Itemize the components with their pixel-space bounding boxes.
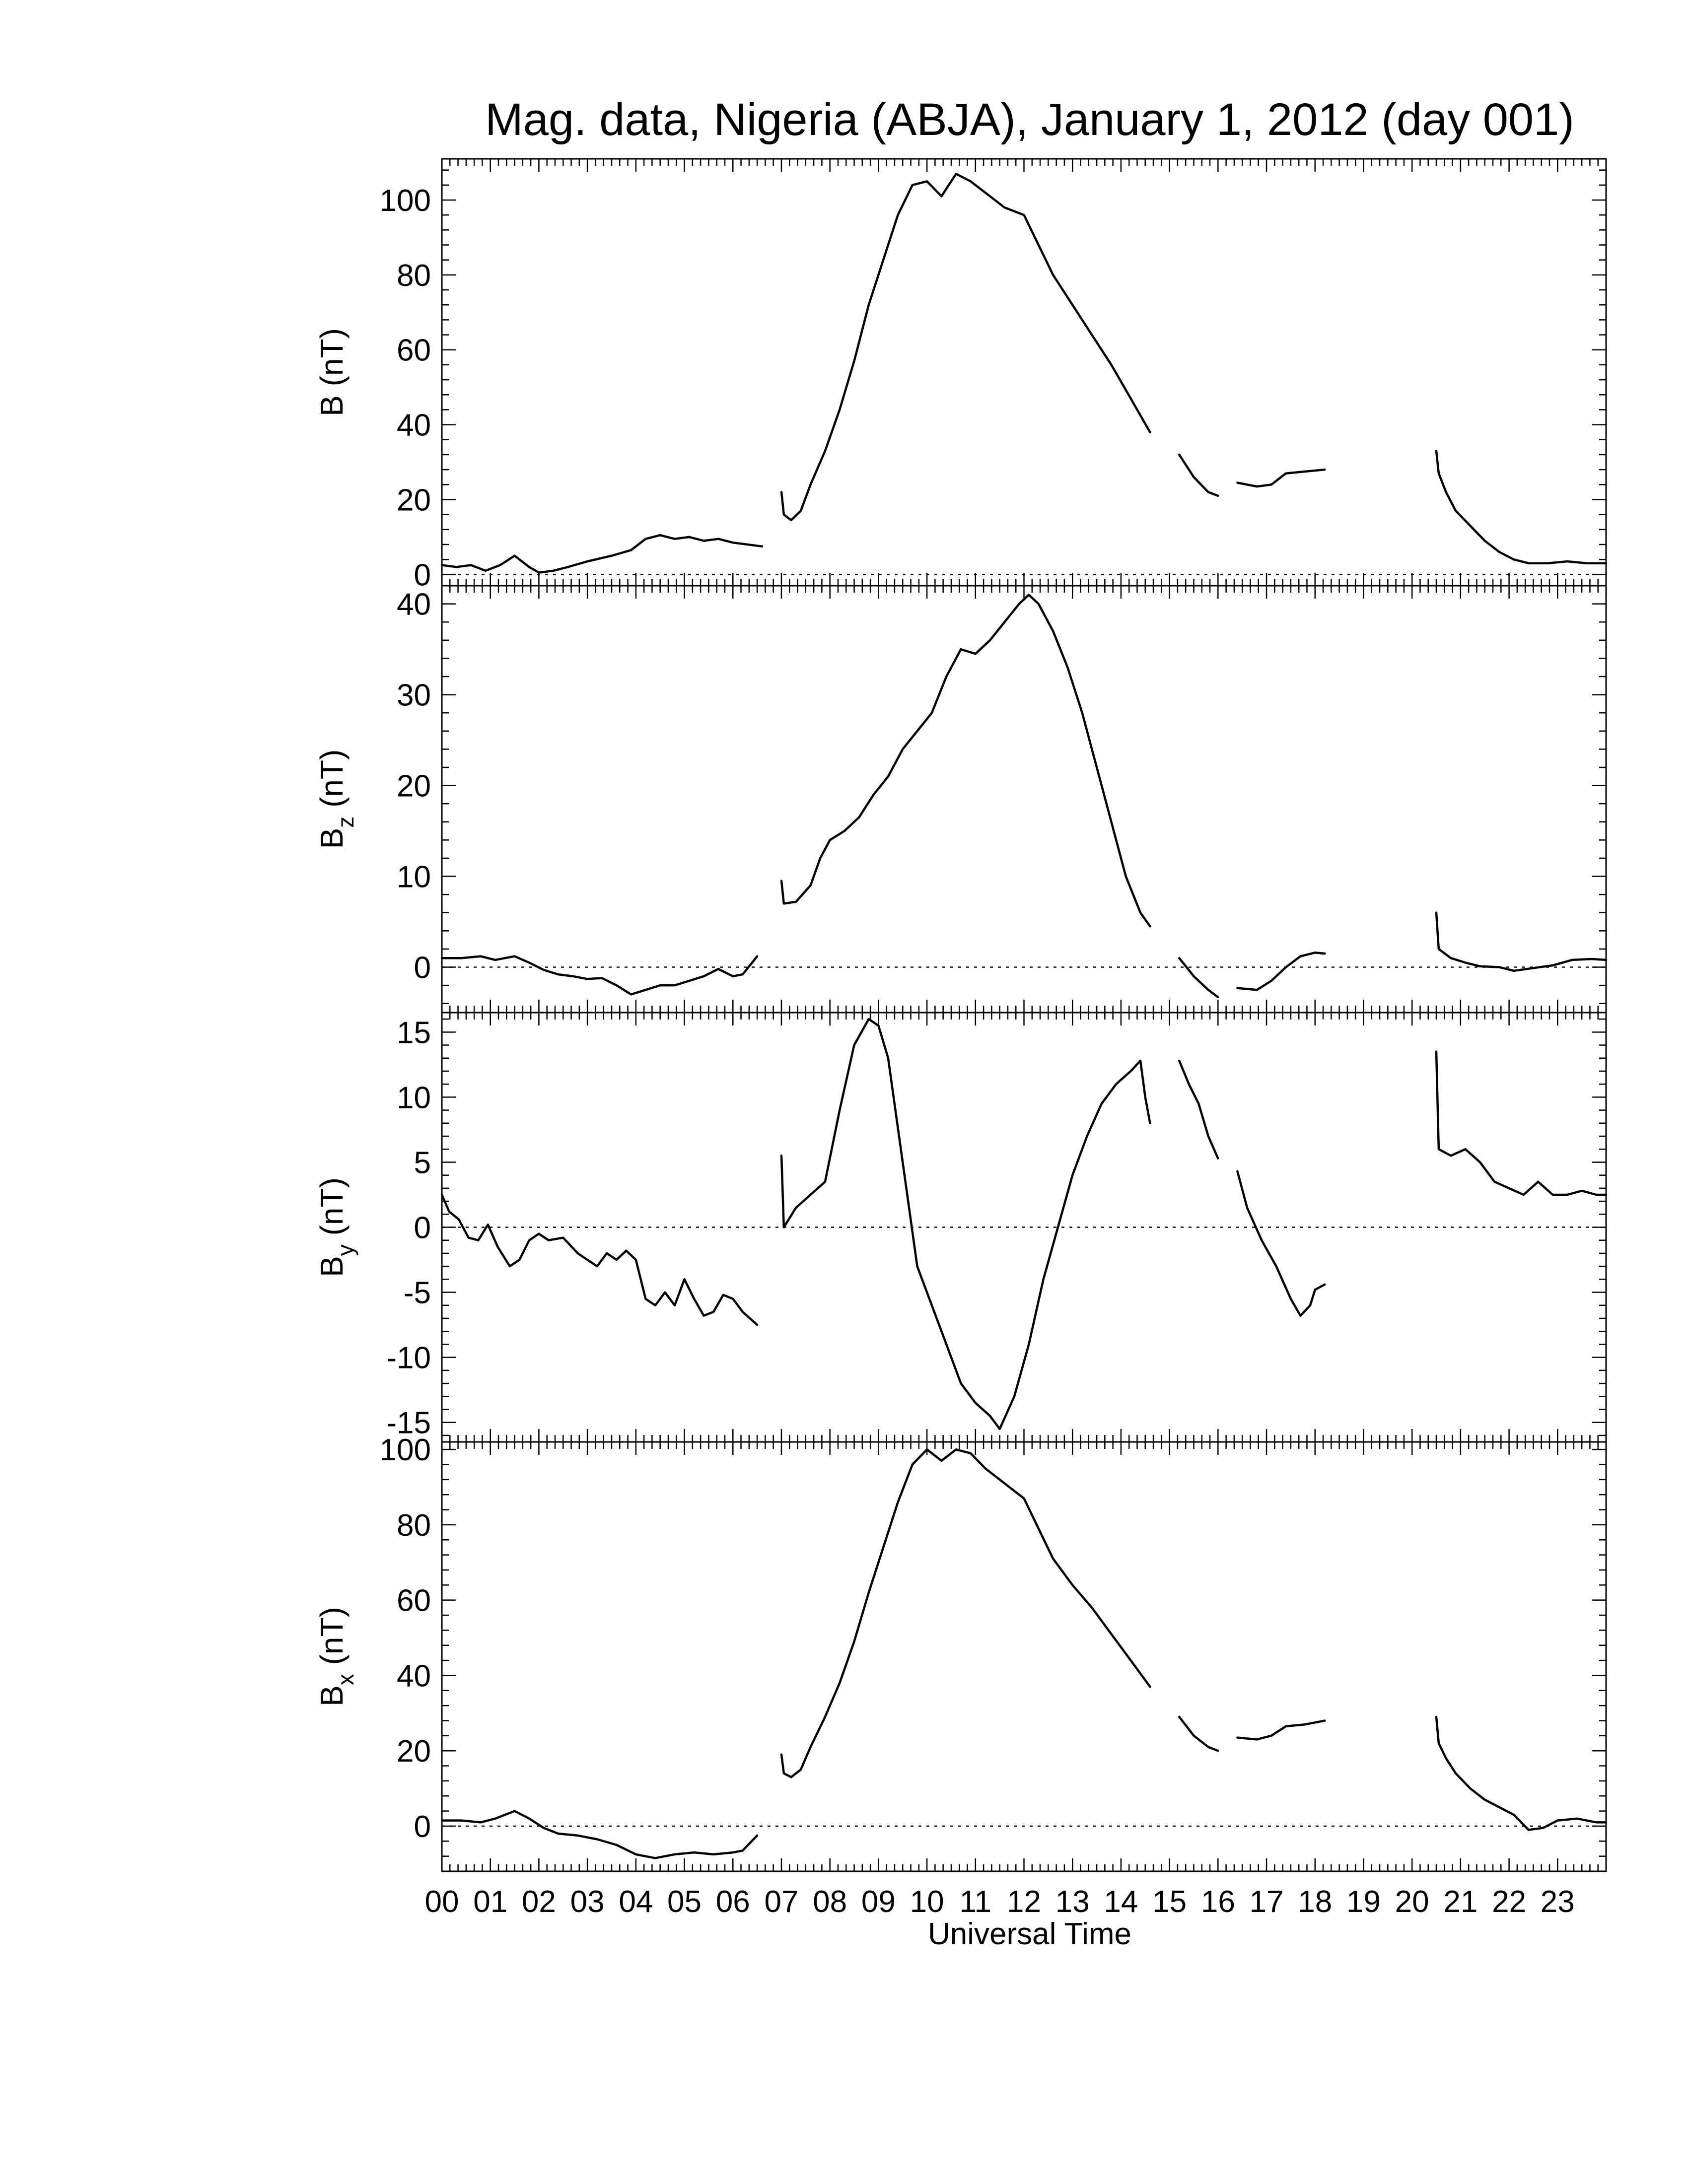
series-segment-By	[1435, 1050, 1608, 1196]
y-axis-label-Bx: Bx (nT)	[314, 1607, 358, 1706]
y-tick-label-Bx: 20	[397, 1734, 431, 1769]
y-tick-label-Bz: 40	[397, 588, 431, 622]
series-segment-B	[780, 172, 1151, 522]
x-tick-label: 10	[910, 1885, 944, 1919]
y-tick-label-Bx: 60	[397, 1584, 431, 1618]
x-tick-label: 22	[1492, 1885, 1526, 1919]
series-segment-Bx	[440, 1810, 759, 1859]
x-tick-label: 13	[1055, 1885, 1090, 1919]
x-tick-label: 18	[1298, 1885, 1332, 1919]
y-axis-label-B: B (nT)	[314, 328, 350, 416]
y-tick-label-B: 0	[414, 558, 431, 592]
y-axis-label-By: By (nT)	[314, 1177, 358, 1277]
y-tick-label-B: 80	[397, 259, 431, 293]
series-segment-By	[780, 1018, 1151, 1431]
x-tick-label: 12	[1007, 1885, 1041, 1919]
series-segment-Bx	[1236, 1719, 1326, 1741]
x-tick-label: 20	[1395, 1885, 1429, 1919]
y-tick-label-Bx: 100	[380, 1433, 431, 1467]
series-segment-Bz	[1236, 951, 1326, 991]
series-segment-By	[1236, 1170, 1326, 1317]
series-segment-Bz	[1178, 956, 1219, 999]
panel-Bx: 0 20 40 60 80 100 Bx (nT)	[314, 1433, 1608, 1872]
series-segment-B	[1236, 468, 1326, 488]
y-tick-label-By: 5	[414, 1146, 431, 1180]
y-tick-label-B: 60	[397, 334, 431, 368]
x-axis: 00 01 02 03 04 05 06 07 08 09 10 11 12 13 14 15 16 17 18 19…	[425, 1885, 1575, 1919]
x-tick-label: 07	[764, 1885, 798, 1919]
y-tick-label-Bx: 0	[414, 1810, 431, 1844]
x-tick-label: 21	[1443, 1885, 1477, 1919]
y-tick-label-By: -5	[404, 1276, 431, 1310]
y-tick-label-Bx: 40	[397, 1659, 431, 1693]
y-tick-label-By: -15	[386, 1406, 431, 1440]
y-tick-label-Bz: 10	[397, 860, 431, 894]
x-tick-label: 23	[1541, 1885, 1575, 1919]
y-tick-label-Bz: 20	[397, 769, 431, 804]
series-segment-Bx	[1435, 1715, 1608, 1831]
x-tick-label: 11	[960, 1885, 991, 1919]
panel-B: 0 20 40 60 80 100 B (nT)	[314, 158, 1608, 592]
x-tick-label: 01	[473, 1885, 507, 1919]
series-segment-Bx	[780, 1448, 1151, 1778]
x-tick-label: 17	[1250, 1885, 1284, 1919]
x-tick-label: 03	[570, 1885, 605, 1919]
x-tick-label: 04	[619, 1885, 653, 1919]
y-tick-label-By: 0	[414, 1211, 431, 1245]
series-segment-B	[440, 534, 764, 574]
x-tick-label: 00	[425, 1885, 459, 1919]
y-tick-label-B: 40	[397, 409, 431, 443]
chart-title: Mag. data, Nigeria (ABJA), January 1, 20…	[485, 94, 1574, 145]
x-tick-label: 19	[1346, 1885, 1381, 1919]
series-segment-Bx	[1178, 1715, 1219, 1752]
series-segment-By	[440, 1193, 759, 1326]
y-tick-label-Bx: 80	[397, 1508, 431, 1543]
x-tick-label: 06	[716, 1885, 750, 1919]
y-tick-label-By: 15	[397, 1016, 431, 1050]
y-tick-label-B: 20	[397, 483, 431, 517]
series-segment-Bz	[780, 594, 1151, 928]
series-segment-By	[1178, 1059, 1219, 1160]
y-tick-label-Bz: 30	[397, 679, 431, 713]
series-segment-B	[1435, 450, 1608, 564]
x-tick-label: 05	[667, 1885, 702, 1919]
y-tick-label-By: -10	[386, 1341, 431, 1375]
x-axis-label: Universal Time	[928, 1917, 1131, 1951]
series-segment-Bz	[1435, 911, 1608, 972]
series-segment-B	[1178, 453, 1219, 497]
panel-Bz: 0 10 20 30 40 Bz (nT)	[314, 585, 1608, 1014]
y-tick-label-By: 10	[397, 1081, 431, 1115]
x-tick-label: 14	[1104, 1885, 1138, 1919]
x-tick-label: 15	[1152, 1885, 1187, 1919]
series-segment-Bz	[440, 955, 759, 996]
y-axis-label-Bz: Bz (nT)	[314, 750, 358, 849]
x-tick-label: 08	[813, 1885, 847, 1919]
panel-By: -15 -10 -5 0 5 10 15 By (nT)	[314, 1012, 1608, 1443]
y-tick-label-Bz: 0	[414, 951, 431, 985]
x-tick-label: 09	[861, 1885, 896, 1919]
y-tick-label-B: 100	[380, 184, 431, 218]
x-tick-label: 16	[1201, 1885, 1235, 1919]
x-tick-label: 02	[522, 1885, 556, 1919]
